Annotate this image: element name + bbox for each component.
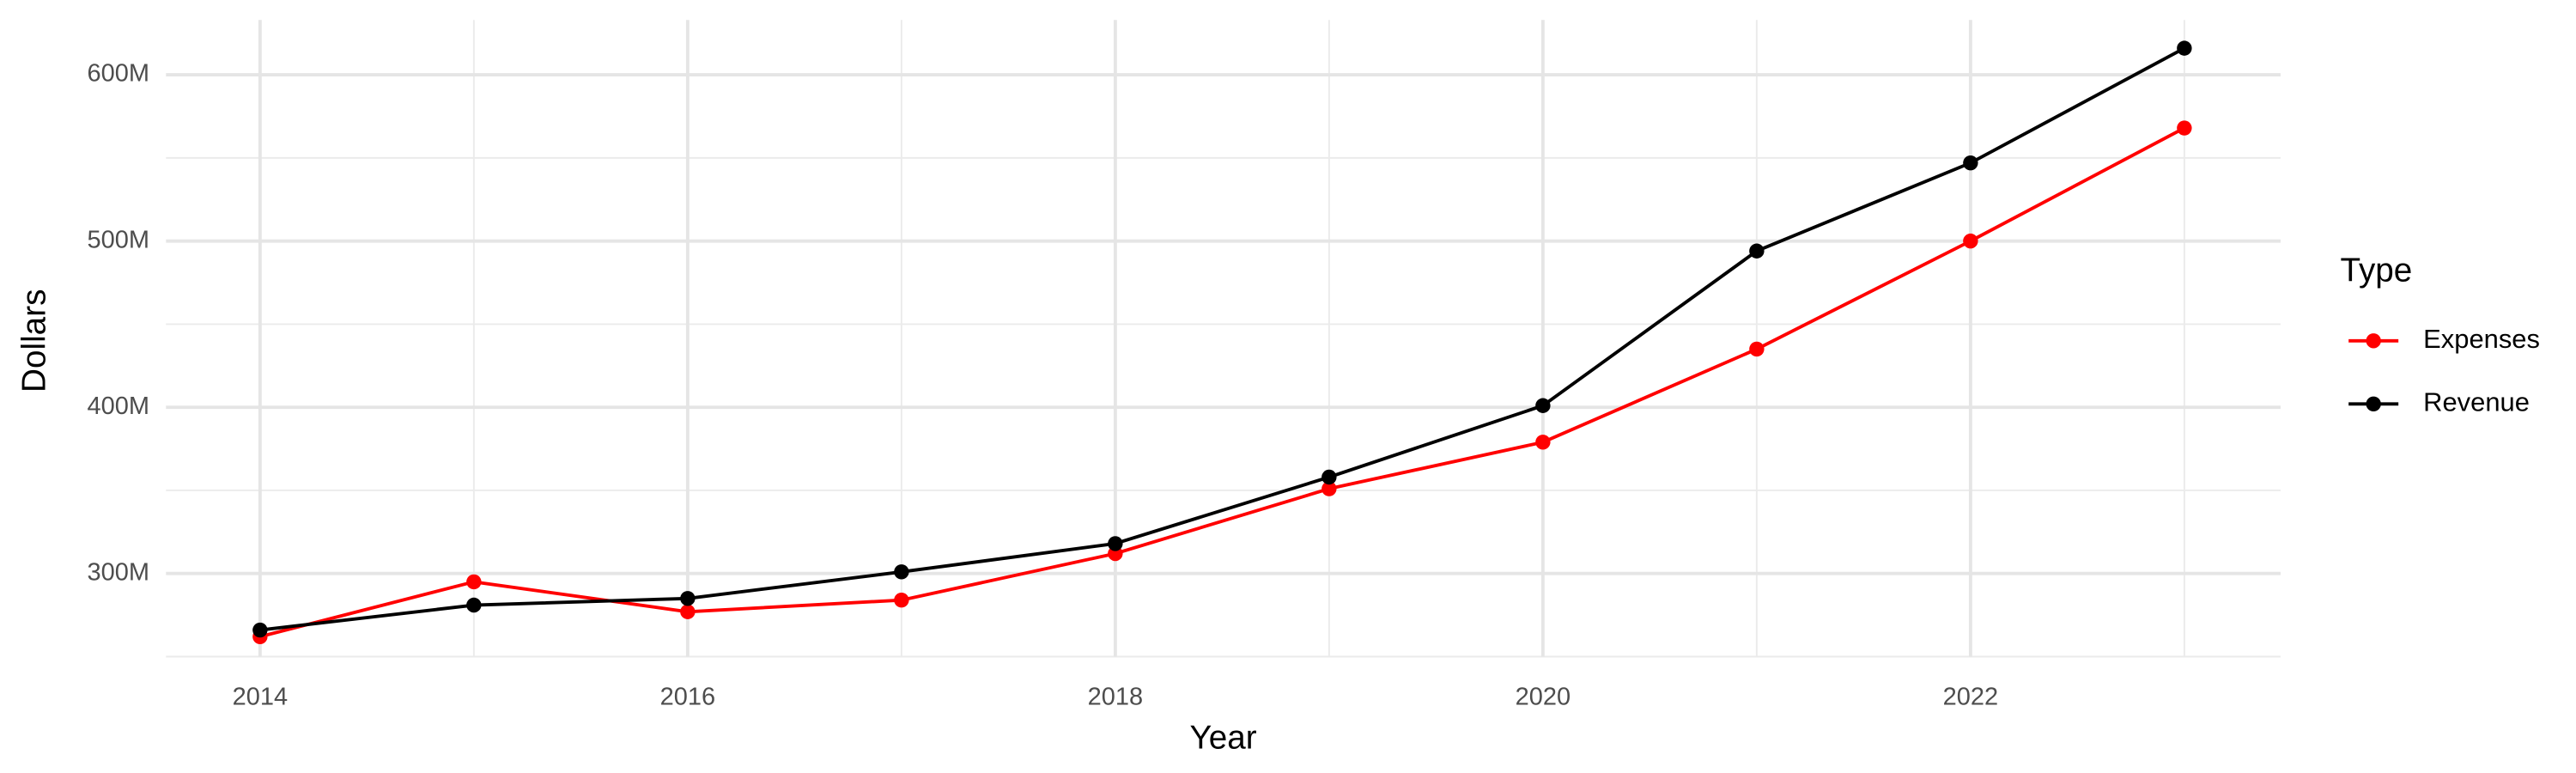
legend-swatch-point bbox=[2366, 333, 2381, 349]
y-tick-label: 400M bbox=[87, 393, 149, 420]
series-line bbox=[259, 126, 2185, 639]
legend-item: Expenses bbox=[2348, 324, 2540, 354]
x-tick-label: 2022 bbox=[1943, 684, 1998, 711]
data-point bbox=[894, 593, 909, 608]
data-point bbox=[1963, 233, 1978, 249]
data-point bbox=[1108, 536, 1123, 551]
x-tick-label: 2014 bbox=[233, 684, 288, 711]
data-point bbox=[1535, 398, 1551, 413]
data-point bbox=[894, 564, 909, 580]
x-tick-label: 2018 bbox=[1088, 684, 1143, 711]
legend-label: Expenses bbox=[2423, 324, 2540, 354]
data-point bbox=[680, 591, 696, 606]
legend-item: Revenue bbox=[2348, 386, 2530, 417]
y-tick-label: 500M bbox=[87, 226, 149, 253]
data-point bbox=[1749, 243, 1765, 259]
legend-title: Type bbox=[2341, 253, 2413, 289]
data-point bbox=[2177, 120, 2192, 136]
data-point bbox=[1321, 481, 1337, 496]
y-tick-label: 600M bbox=[87, 60, 149, 88]
x-tick-label: 2016 bbox=[660, 684, 715, 711]
series-line bbox=[259, 46, 2185, 632]
data-point bbox=[1535, 435, 1551, 450]
data-point bbox=[1749, 341, 1765, 357]
x-axis-title: Year bbox=[1190, 719, 1257, 756]
data-point bbox=[680, 604, 696, 619]
data-point bbox=[252, 622, 268, 638]
x-tick-label: 2020 bbox=[1516, 684, 1571, 711]
y-tick-label: 300M bbox=[87, 558, 149, 586]
y-axis-title: Dollars bbox=[16, 289, 53, 393]
data-point bbox=[466, 574, 482, 590]
grid bbox=[166, 20, 2281, 658]
legend-swatch-point bbox=[2366, 396, 2381, 412]
data-point bbox=[1963, 155, 1978, 171]
data-point bbox=[2177, 40, 2192, 56]
data-point bbox=[466, 597, 482, 613]
legend-label: Revenue bbox=[2423, 386, 2530, 417]
data-point bbox=[1321, 469, 1337, 485]
